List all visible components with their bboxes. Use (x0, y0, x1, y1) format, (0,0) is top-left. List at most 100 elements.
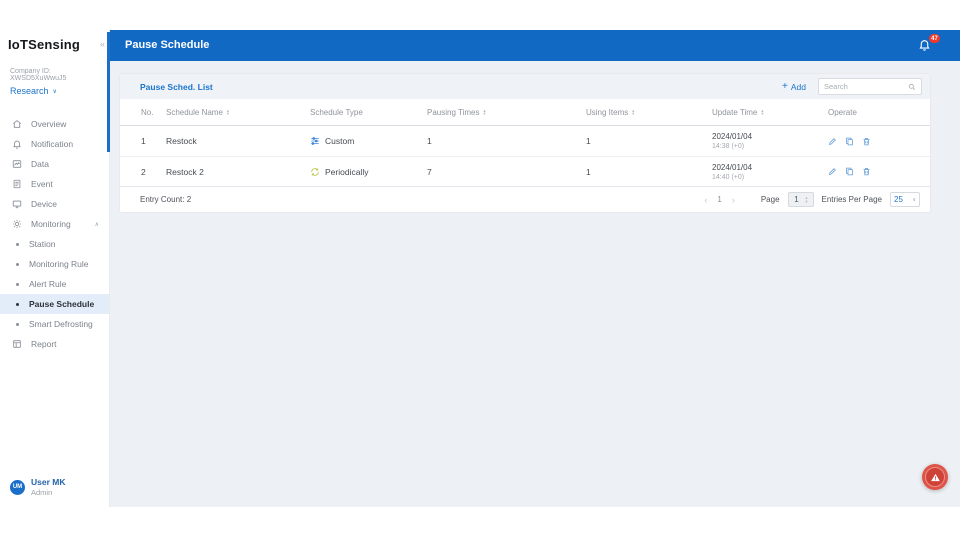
next-page-button[interactable]: › (731, 194, 735, 205)
sidebar-item-pause-schedule[interactable]: Pause Schedule (0, 294, 109, 314)
cell-operate (828, 167, 930, 176)
sidebar-scrollbar[interactable] (107, 32, 110, 152)
copy-icon[interactable] (845, 167, 854, 176)
company-id-label: Company ID: XWSD5XuWwuJ5 (10, 68, 67, 82)
device-icon (12, 200, 22, 209)
search-icon[interactable] (908, 83, 916, 91)
sidebar-item-device[interactable]: Device (0, 194, 109, 214)
app-window: IoTSensing « Company ID: XWSD5XuWwuJ5 Re… (0, 30, 960, 507)
app-logo: IoTSensing (8, 37, 81, 52)
sidebar-item-data[interactable]: Data (0, 154, 109, 174)
column-operate: Operate (828, 107, 857, 117)
sort-icon[interactable]: ▲ ▼ (760, 107, 765, 116)
cell-operate (828, 137, 930, 146)
data-icon (12, 160, 22, 168)
user-profile[interactable]: UM User MK Admin (10, 477, 65, 497)
table-row: 2 Restock 2 Periodically 7 1 2024/01/04 … (120, 156, 930, 186)
alert-fab-button[interactable] (922, 464, 948, 490)
sliders-icon (311, 137, 319, 145)
sort-icon[interactable]: ▲ ▼ (225, 107, 230, 116)
sidebar-item-notification[interactable]: Notification (0, 134, 109, 154)
cell-update-time: 2024/01/04 14:38 (+0) (712, 132, 753, 150)
cell-using-items: 1 (586, 136, 591, 146)
cell-no: 2 (141, 166, 146, 177)
user-role: Admin (31, 488, 53, 497)
sidebar-item-report[interactable]: Report (0, 334, 109, 354)
column-schedule-name[interactable]: Schedule Name ▲ ▼ (166, 107, 230, 117)
home-icon (12, 120, 22, 128)
bullet-icon (16, 242, 19, 246)
page-title: Pause Schedule (125, 39, 210, 51)
cell-pausing-times: 7 (427, 166, 432, 177)
pagination: ‹ 1 › (704, 195, 734, 205)
sidebar-item-monitoring[interactable]: Monitoring ∧ (0, 214, 109, 234)
workspace-label: Research (10, 86, 49, 96)
sidebar-item-overview[interactable]: Overview (0, 114, 109, 134)
alert-fab-ring (925, 467, 945, 487)
cell-using-items: 1 (586, 166, 591, 177)
page-label: Page (760, 195, 780, 204)
page-input-box: ▲▼ (787, 192, 814, 207)
edit-icon[interactable] (828, 137, 837, 146)
prev-page-button[interactable]: ‹ (704, 194, 708, 205)
table-row: 1 Restock Custom 1 1 2024/01/04 14:38 (+… (120, 126, 930, 156)
page-header: Pause Schedule 47 (110, 30, 960, 61)
table-footer: Entry Count: 2 ‹ 1 › Page ▲▼ Entries Per… (120, 186, 930, 212)
cell-update-time: 2024/01/04 14:40 (+0) (712, 162, 753, 181)
sidebar: IoTSensing « Company ID: XWSD5XuWwuJ5 Re… (0, 30, 110, 507)
cell-no: 1 (141, 136, 146, 146)
alert-triangle-icon (930, 473, 940, 481)
event-icon (13, 179, 21, 189)
add-button[interactable]: + Add (782, 80, 806, 92)
sort-icon[interactable]: ▲ ▼ (482, 107, 487, 116)
bullet-icon (16, 282, 19, 286)
search-input[interactable] (824, 82, 908, 91)
workspace-selector[interactable]: Research ∨ (10, 86, 109, 96)
user-name: User MK (31, 477, 66, 487)
notification-bell-button[interactable]: 47 (918, 34, 940, 52)
bullet-icon (16, 262, 19, 266)
edit-icon[interactable] (828, 167, 837, 176)
bullet-icon (16, 322, 19, 326)
sidebar-item-smart-defrosting[interactable]: Smart Defrosting (0, 314, 109, 334)
sidebar-menu: Overview Notification Data Event Device … (0, 114, 109, 354)
sidebar-collapse-icon[interactable]: « (99, 39, 105, 49)
copy-icon[interactable] (845, 137, 854, 146)
sort-icon[interactable]: ▲ ▼ (631, 107, 636, 116)
delete-icon[interactable] (862, 167, 871, 176)
column-no: No. (141, 107, 154, 117)
stepper-icons[interactable]: ▲ ▼ (804, 195, 809, 204)
main-content: Pause Sched. List + Add No. Schedule Nam… (110, 61, 960, 507)
sidebar-item-station[interactable]: Station (0, 234, 109, 254)
sidebar-item-alert-rule[interactable]: Alert Rule (0, 274, 109, 294)
gear-icon (12, 219, 22, 229)
card-toolbar: Pause Sched. List + Add (120, 74, 930, 99)
cell-pausing-times: 1 (427, 136, 432, 146)
column-pausing-times[interactable]: Pausing Times ▲ ▼ (427, 107, 487, 117)
avatar: UM (10, 479, 25, 495)
sidebar-item-event[interactable]: Event (0, 174, 109, 194)
entry-count: Entry Count: 2 (140, 195, 192, 204)
bullet-icon (16, 302, 19, 306)
cell-schedule-type: Custom (310, 136, 427, 146)
cell-schedule-type: Periodically (310, 167, 427, 177)
bell-icon (919, 40, 930, 51)
chevron-down-icon: ∨ (52, 88, 57, 95)
chevron-up-icon: ∧ (94, 221, 99, 228)
cell-schedule-name: Restock 2 (166, 166, 204, 177)
search-box (818, 78, 922, 95)
sidebar-item-monitoring-rule[interactable]: Monitoring Rule (0, 254, 109, 274)
column-update-time[interactable]: Update Time ▲ ▼ (712, 107, 765, 117)
entries-per-page-select[interactable]: 25 ∨ (890, 192, 920, 207)
pause-schedule-card: Pause Sched. List + Add No. Schedule Nam… (120, 74, 930, 212)
panel-title: Pause Sched. List (140, 81, 213, 92)
bell-icon (13, 140, 21, 149)
entries-per-page-label: Entries Per Page (821, 195, 882, 204)
report-icon (13, 340, 21, 348)
page-number-button[interactable]: 1 (717, 195, 722, 204)
repeat-icon (311, 167, 319, 176)
delete-icon[interactable] (862, 137, 871, 146)
table-header-row: No. Schedule Name ▲ ▼ Schedule Type Pausi… (120, 99, 930, 126)
column-using-items[interactable]: Using Items ▲ ▼ (586, 107, 636, 117)
page-input[interactable] (788, 195, 805, 204)
